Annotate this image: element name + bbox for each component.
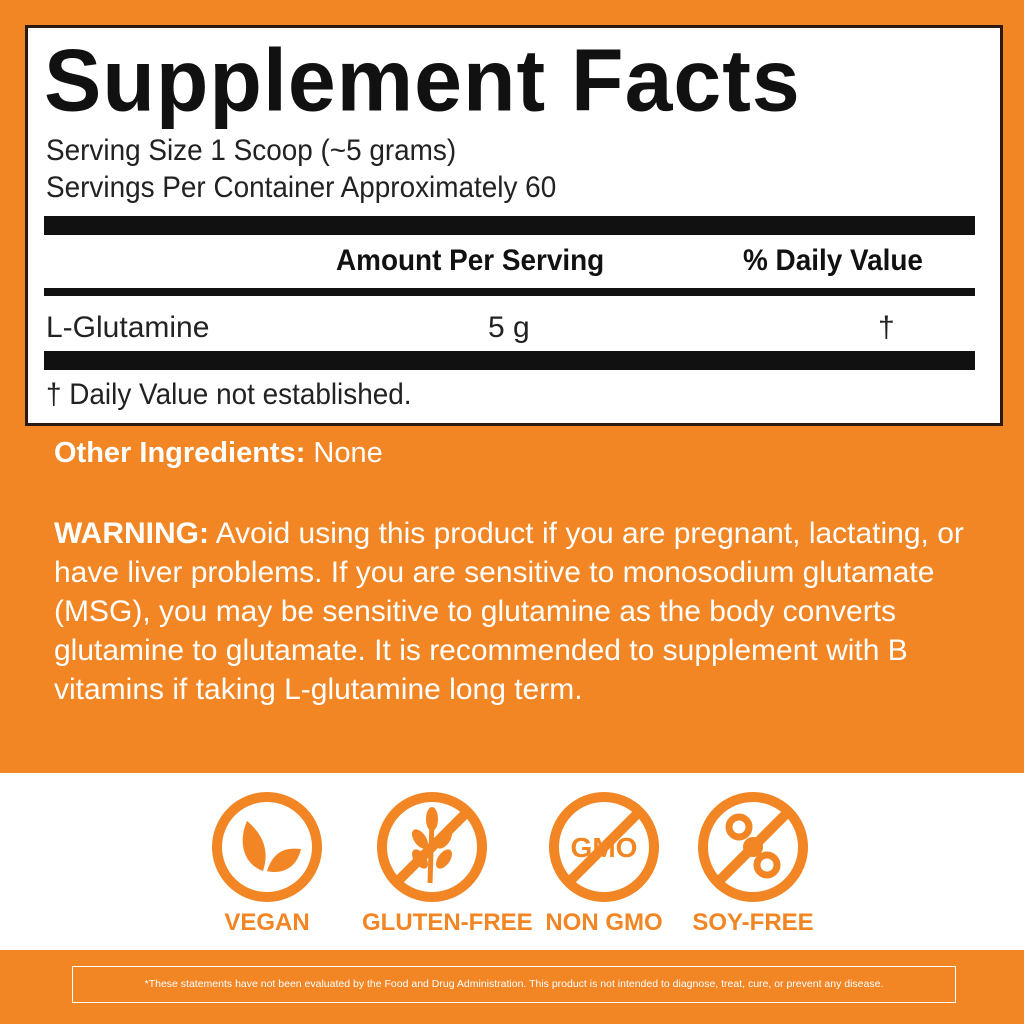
- thick-divider: [44, 351, 975, 370]
- leaf-icon: [212, 792, 322, 902]
- header-daily-value: % Daily Value: [743, 244, 923, 277]
- no-wheat-icon: [377, 792, 487, 902]
- warning: WARNING: Avoid using this product if you…: [54, 514, 974, 709]
- badge-soy-free: SOY-FREE: [683, 791, 823, 937]
- badge-label: GLUTEN-FREE: [362, 909, 533, 936]
- badge-label: NON GMO: [545, 909, 663, 936]
- other-ingredients: Other Ingredients: None: [54, 437, 383, 470]
- nutrient-name: L-Glutamine: [46, 311, 210, 344]
- serving-size: Serving Size 1 Scoop (~5 grams): [46, 134, 457, 167]
- badges-band: VEGAN GLUTEN-FREE GMO NON GMO: [0, 773, 1024, 950]
- nutrient-dv: †: [878, 311, 895, 344]
- no-gmo-icon: GMO: [549, 792, 659, 902]
- header-amount: Amount Per Serving: [336, 244, 605, 277]
- warning-text: Avoid using this product if you are preg…: [54, 517, 964, 706]
- thick-divider: [44, 216, 975, 235]
- panel-title: Supplement Facts: [44, 32, 801, 130]
- badge-non-gmo: GMO NON GMO: [534, 791, 674, 937]
- badge-gluten-free: GLUTEN-FREE: [362, 791, 533, 937]
- other-ingredients-value: None: [313, 437, 383, 469]
- nutrient-amount: 5 g: [488, 311, 530, 344]
- servings-per-container: Servings Per Container Approximately 60: [46, 171, 557, 204]
- divider: [44, 288, 975, 296]
- badge-label: SOY-FREE: [692, 909, 814, 936]
- footnote: † Daily Value not established.: [46, 378, 412, 411]
- badge-label: VEGAN: [224, 909, 310, 936]
- fda-disclaimer: *These statements have not been evaluate…: [72, 966, 956, 1003]
- no-soy-icon: [698, 792, 808, 902]
- other-ingredients-label: Other Ingredients:: [54, 437, 306, 469]
- supplement-facts-panel: Supplement Facts Serving Size 1 Scoop (~…: [25, 25, 1003, 426]
- warning-label: WARNING:: [54, 517, 209, 550]
- badge-vegan: VEGAN: [197, 791, 337, 937]
